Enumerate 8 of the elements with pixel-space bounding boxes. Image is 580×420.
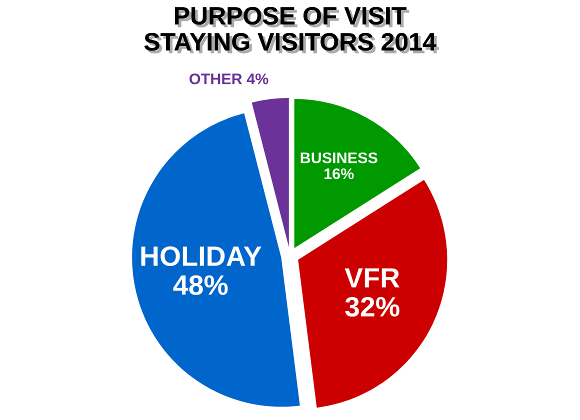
- data-label: 16%: [324, 168, 354, 180]
- data-label: 32%: [345, 296, 400, 317]
- chart-title: PURPOSE OF VISIT STAYING VISITORS 2014: [144, 6, 440, 54]
- slice-label: BUSINESS: [300, 152, 378, 164]
- slice-label: OTHER 4%: [190, 73, 268, 84]
- slice-label: HOLIDAY: [141, 246, 262, 266]
- data-label: 48%: [173, 275, 228, 295]
- slice-label: VFR: [344, 268, 400, 288]
